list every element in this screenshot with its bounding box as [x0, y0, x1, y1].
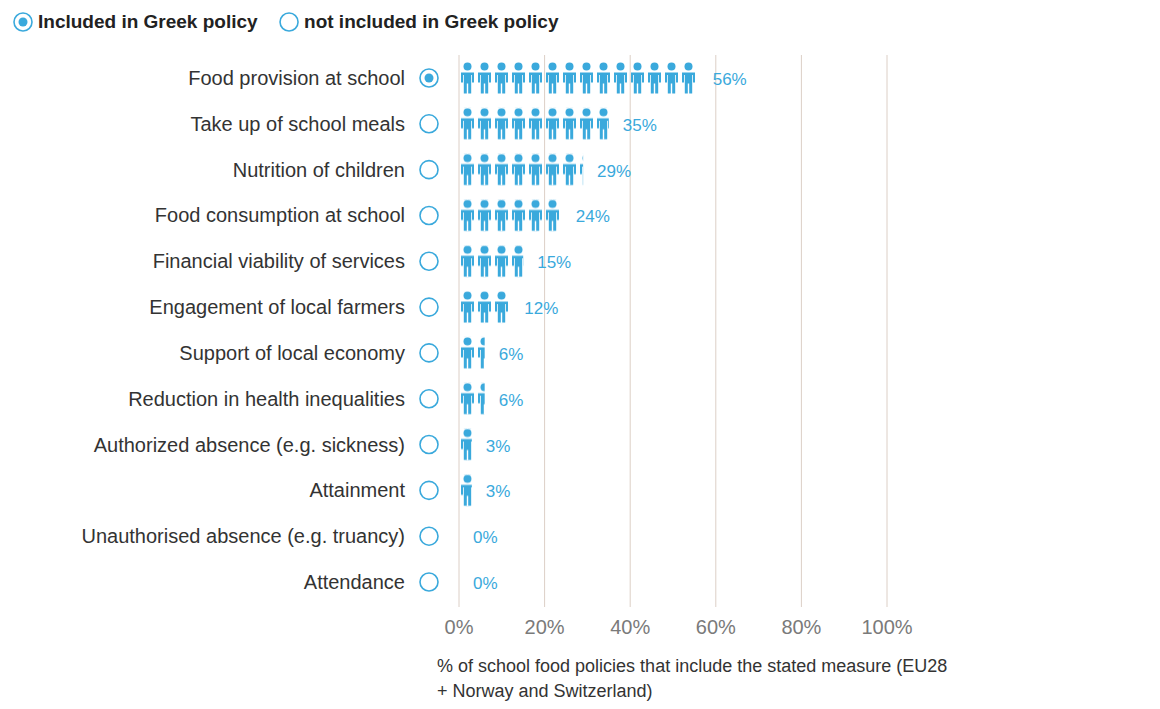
data-label: 6% — [499, 345, 524, 364]
category-label: Nutrition of children — [233, 159, 405, 181]
bars — [459, 62, 699, 506]
policy-marker — [420, 206, 438, 224]
policy-marker — [420, 252, 438, 270]
legend-label: Included in Greek policy — [38, 11, 258, 32]
bar — [459, 291, 510, 323]
category-label: Food provision at school — [188, 67, 405, 89]
data-label: 29% — [597, 162, 631, 181]
category-label: Take up of school meals — [190, 113, 405, 135]
category-label: Support of local economy — [179, 342, 405, 364]
x-tick-label: 0% — [445, 616, 474, 638]
bar — [459, 337, 485, 369]
data-label: 12% — [524, 299, 558, 318]
data-label: 15% — [537, 253, 571, 272]
category-labels: Food provision at school Take up of schoo… — [81, 67, 405, 593]
category-label: Unauthorised absence (e.g. truancy) — [81, 525, 405, 547]
legend-marker — [280, 13, 298, 31]
legend: Included in Greek policy not included in … — [14, 11, 559, 32]
data-label: 3% — [486, 437, 511, 456]
policy-markers — [420, 69, 438, 591]
category-label: Authorized absence (e.g. sickness) — [94, 434, 405, 456]
policy-marker — [420, 390, 438, 408]
x-tick-label: 40% — [610, 616, 650, 638]
grid-line — [630, 55, 631, 607]
policy-marker — [420, 436, 438, 454]
policy-marker — [420, 298, 438, 316]
data-label: 56% — [713, 70, 747, 89]
x-axis-title-line: + Norway and Switzerland) — [437, 681, 653, 701]
category-label: Engagement of local farmers — [149, 296, 405, 318]
legend-label: not included in Greek policy — [304, 11, 559, 32]
bar — [459, 429, 472, 461]
bar — [459, 520, 460, 552]
category-label: Food consumption at school — [155, 204, 405, 226]
policy-marker — [420, 344, 438, 362]
data-label: 6% — [499, 391, 524, 410]
legend-marker — [14, 13, 32, 31]
category-label: Financial viability of services — [153, 250, 405, 272]
bar — [459, 199, 562, 231]
data-label: 3% — [486, 482, 511, 501]
data-labels: 56% 35% 29% 24% 15% 12% 6% 6% 3% 3% 0% 0% — [473, 70, 747, 593]
x-tick-label: 80% — [781, 616, 821, 638]
x-tick-label: 60% — [696, 616, 736, 638]
x-axis-title: % of school food policies that include t… — [437, 656, 947, 701]
x-axis-title-line: % of school food policies that include t… — [437, 656, 947, 676]
bar — [459, 474, 472, 506]
policy-marker — [420, 69, 438, 87]
x-tick-label: 100% — [861, 616, 912, 638]
grid-line — [887, 55, 888, 607]
category-label: Attainment — [309, 479, 405, 501]
policy-marker — [420, 115, 438, 133]
bar — [459, 383, 485, 415]
data-label: 0% — [473, 528, 498, 547]
policy-marker — [420, 573, 438, 591]
policy-marker — [420, 527, 438, 545]
grid — [459, 55, 887, 607]
policy-marker — [420, 481, 438, 499]
x-tick-label: 20% — [525, 616, 565, 638]
bar — [459, 62, 699, 94]
policy-marker-dot — [425, 74, 434, 83]
bar — [459, 566, 460, 598]
grid-line — [715, 55, 716, 607]
category-label: Reduction in health inequalities — [128, 388, 405, 410]
bar — [459, 245, 523, 277]
x-tick-labels: 0% 20% 40% 60% 80% 100% — [445, 616, 913, 638]
legend-marker-dot — [19, 18, 28, 27]
category-label: Attendance — [304, 571, 405, 593]
policy-marker — [420, 161, 438, 179]
data-label: 35% — [623, 116, 657, 135]
grid-line — [801, 55, 802, 607]
bar — [459, 154, 583, 186]
data-label: 24% — [576, 207, 610, 226]
data-label: 0% — [473, 574, 498, 593]
chart: Included in Greek policy not included in … — [0, 0, 1160, 709]
bar — [459, 108, 609, 140]
